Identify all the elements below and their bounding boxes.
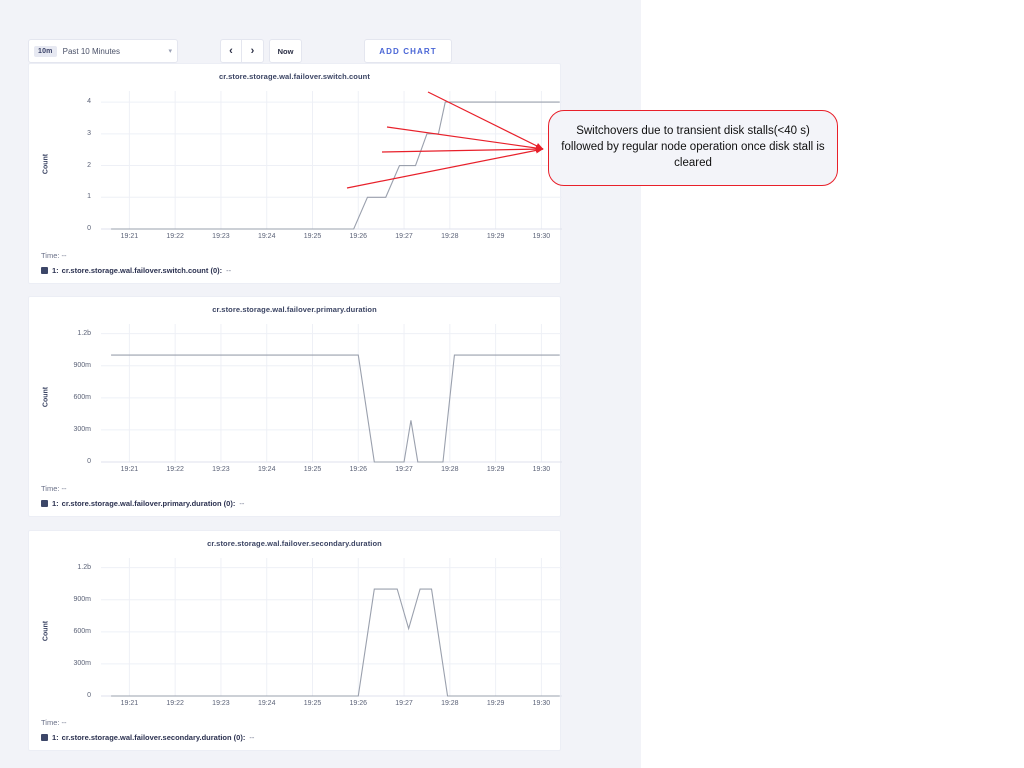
- x-axis-tick: 19:25: [303, 233, 322, 240]
- plot-area[interactable]: Count 0 300m 600m 900m 1.2b 19:21 19:22 19:23 19:…: [29, 314, 562, 480]
- x-axis-tick: 19:30: [532, 700, 551, 707]
- y-axis-tick: 900m: [73, 595, 91, 603]
- chart-title: cr.store.storage.wal.failover.switch.cou…: [219, 72, 370, 81]
- x-axis-tick: 19:27: [395, 233, 413, 240]
- x-axis-tick: 19:24: [257, 466, 276, 473]
- y-axis-tick: 3: [87, 129, 91, 137]
- chart-card[interactable]: cr.store.storage.wal.failover.secondary.…: [28, 530, 562, 751]
- y-axis-tick: 2: [87, 161, 91, 169]
- plot-area[interactable]: Count 0 300m 600m 900m 1.2b 19:21 19:22 19:23 19:…: [29, 548, 562, 714]
- legend-value: --: [226, 266, 232, 275]
- y-axis-tick: 1.2b: [77, 329, 91, 337]
- x-axis-tick: 19:30: [532, 233, 551, 240]
- y-axis-label: Count: [42, 386, 50, 408]
- time-range-badge: 10m: [34, 45, 57, 57]
- plot-area[interactable]: Count 0 1 2 3 4 19:21 19:22 19:23 19:24 19:25 19:26…: [29, 81, 562, 247]
- y-axis-tick: 300m: [73, 659, 91, 667]
- x-axis-tick: 19:29: [486, 700, 505, 707]
- prev-range-button[interactable]: ‹: [220, 39, 242, 63]
- legend-color-swatch: [41, 500, 48, 507]
- time-nav-group: ‹ ›: [220, 39, 264, 63]
- x-axis-tick: 19:27: [395, 466, 413, 473]
- series-line: [111, 588, 560, 697]
- x-axis-tick: 19:29: [486, 233, 505, 240]
- toolbar: 10m Past 10 Minutes ▾ ‹ › Now ADD CHART: [28, 39, 452, 63]
- x-axis-tick: 19:30: [532, 466, 551, 473]
- time-readout: Time: --: [41, 251, 67, 260]
- y-axis-tick: 4: [87, 98, 91, 106]
- chart-card[interactable]: cr.store.storage.wal.failover.switch.cou…: [28, 63, 562, 284]
- legend-row[interactable]: 1: cr.store.storage.wal.failover.switch.c…: [41, 266, 560, 275]
- chart-card[interactable]: cr.store.storage.wal.failover.primary.du…: [28, 296, 562, 517]
- x-axis-tick: 19:25: [303, 700, 322, 707]
- chart-footer: Time: -- 1: cr.store.storage.wal.failover.…: [29, 714, 560, 742]
- series-line: [111, 354, 560, 463]
- x-axis-tick: 19:21: [120, 466, 139, 473]
- x-axis-tick: 19:28: [441, 700, 459, 707]
- y-axis-tick: 600m: [73, 393, 91, 401]
- legend-color-swatch: [41, 267, 48, 274]
- chevron-down-icon: ▾: [168, 48, 172, 55]
- y-axis-tick: 0: [87, 225, 91, 232]
- x-axis-tick: 19:28: [441, 233, 459, 240]
- time-readout: Time: --: [41, 718, 67, 727]
- chart-title: cr.store.storage.wal.failover.secondary.…: [207, 539, 382, 548]
- legend-index: 1:: [52, 499, 59, 508]
- x-axis-tick: 19:26: [349, 233, 368, 240]
- annotation-callout: Switchovers due to transient disk stalls…: [548, 110, 838, 186]
- chart-title: cr.store.storage.wal.failover.primary.du…: [212, 305, 377, 314]
- x-axis-tick: 19:28: [441, 466, 459, 473]
- now-button[interactable]: Now: [269, 39, 302, 63]
- x-axis-tick: 19:23: [212, 233, 230, 240]
- y-axis-tick: 1: [87, 193, 91, 201]
- next-range-button[interactable]: ›: [242, 39, 264, 63]
- chart-footer: Time: -- 1: cr.store.storage.wal.failover.…: [29, 247, 560, 275]
- y-axis-label: Count: [42, 153, 50, 175]
- time-readout: Time: --: [41, 484, 67, 493]
- legend-metric-name: cr.store.storage.wal.failover.switch.cou…: [61, 266, 223, 275]
- x-axis-tick: 19:21: [120, 700, 139, 707]
- x-axis-tick: 19:29: [486, 466, 505, 473]
- x-axis-tick: 19:21: [120, 233, 139, 240]
- legend-index: 1:: [52, 733, 59, 742]
- y-axis-tick: 0: [87, 458, 91, 465]
- legend-value: --: [249, 733, 255, 742]
- annotation-text: Switchovers due to transient disk stalls…: [561, 125, 825, 169]
- time-range-label: Past 10 Minutes: [62, 46, 120, 56]
- x-axis-tick: 19:23: [212, 700, 230, 707]
- x-axis-tick: 19:26: [349, 700, 368, 707]
- y-axis-tick: 300m: [73, 425, 91, 433]
- y-axis-tick: 900m: [73, 361, 91, 369]
- legend-index: 1:: [52, 266, 59, 275]
- y-axis-tick: 0: [87, 692, 91, 699]
- x-axis-tick: 19:24: [257, 700, 276, 707]
- y-axis-tick: 1.2b: [77, 563, 91, 571]
- legend-value: --: [239, 499, 245, 508]
- x-axis-tick: 19:22: [166, 233, 184, 240]
- legend-color-swatch: [41, 734, 48, 741]
- y-axis-tick: 600m: [73, 627, 91, 635]
- x-axis-tick: 19:25: [303, 466, 322, 473]
- x-axis-tick: 19:27: [395, 700, 413, 707]
- add-chart-button[interactable]: ADD CHART: [364, 39, 452, 63]
- time-range-select[interactable]: 10m Past 10 Minutes ▾: [28, 39, 178, 63]
- x-axis-tick: 19:23: [212, 466, 230, 473]
- x-axis-tick: 19:22: [166, 466, 184, 473]
- x-axis-tick: 19:24: [257, 233, 276, 240]
- legend-metric-name: cr.store.storage.wal.failover.primary.du…: [61, 499, 236, 508]
- legend-metric-name: cr.store.storage.wal.failover.secondary.…: [61, 733, 246, 742]
- chart-footer: Time: -- 1: cr.store.storage.wal.failover.…: [29, 480, 560, 508]
- y-axis-label: Count: [42, 620, 50, 642]
- legend-row[interactable]: 1: cr.store.storage.wal.failover.secondar…: [41, 733, 560, 742]
- x-axis-tick: 19:26: [349, 466, 368, 473]
- legend-row[interactable]: 1: cr.store.storage.wal.failover.primary.…: [41, 499, 560, 508]
- x-axis-tick: 19:22: [166, 700, 184, 707]
